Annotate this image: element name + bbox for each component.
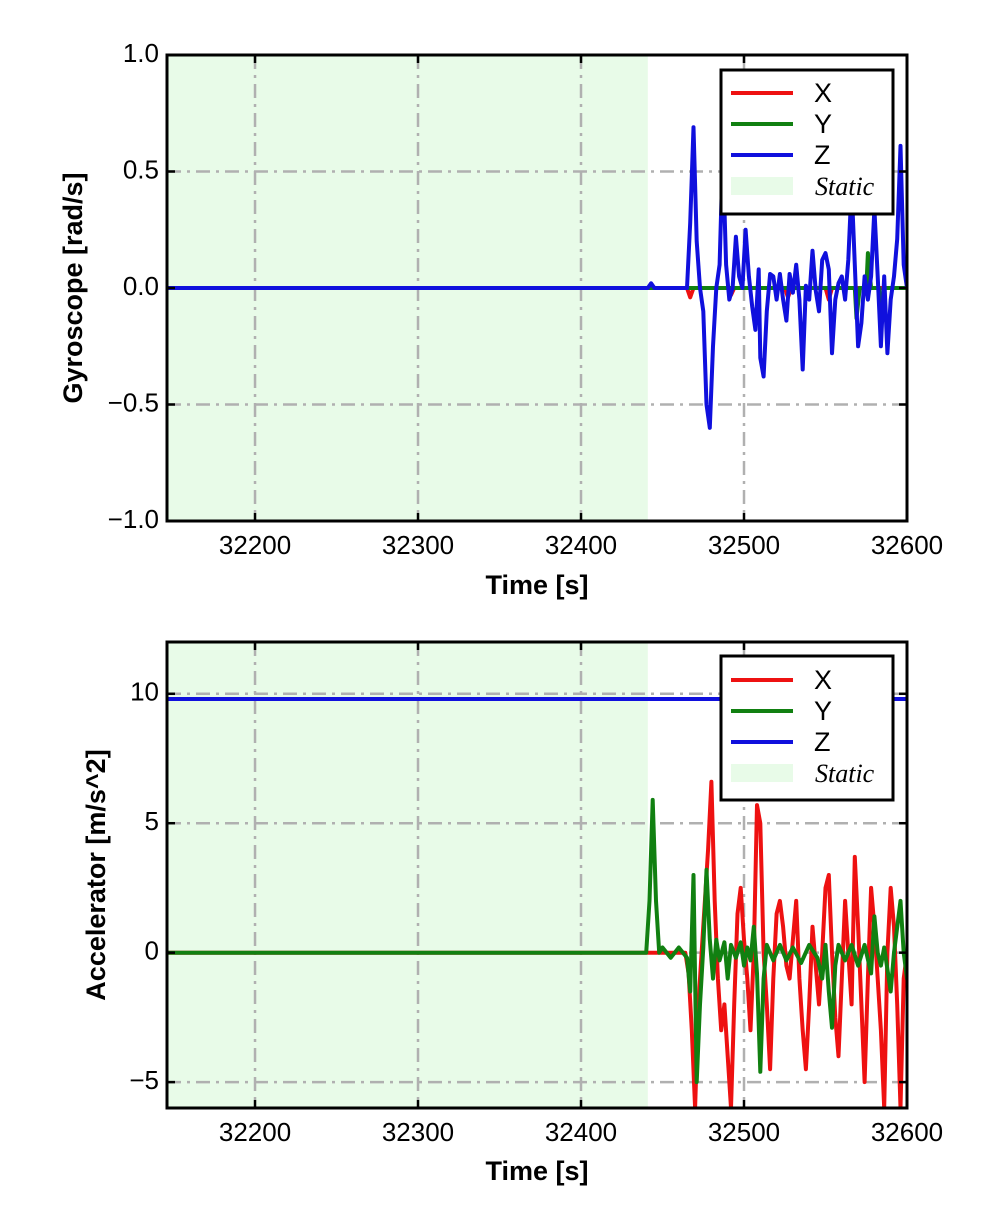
legend-label-x: X (814, 665, 832, 695)
y-tick-label: 1.0 (123, 38, 159, 68)
legend-label-y: Y (814, 696, 832, 726)
legend-label-static: Static (815, 172, 875, 201)
y-tick-label: 10 (130, 677, 159, 707)
x-tick-label: 32200 (219, 530, 291, 560)
x-tick-label: 32400 (545, 1117, 617, 1147)
x-tick-label: 32200 (219, 1117, 291, 1147)
series-line-z (167, 125, 907, 430)
x-tick-label: 32500 (708, 1117, 780, 1147)
y-tick-label: 5 (145, 806, 159, 836)
legend: X Y Z Static (719, 654, 895, 802)
legend-swatch-static (731, 177, 793, 195)
y-axis-label: Gyroscope [rad/s] (58, 172, 88, 403)
x-axis-label: Time [s] (485, 1156, 588, 1186)
x-tick-label: 32300 (382, 530, 454, 560)
y-tick-label: −1.0 (108, 504, 159, 534)
y-tick-label: 0 (145, 936, 159, 966)
legend-swatch-static (731, 764, 793, 782)
legend: X Y Z Static (719, 68, 895, 216)
accelerator-chart: 32200 32300 32400 32500 32600 10 5 0 −5 Time [s]… (81, 640, 943, 1186)
series-line-x (167, 779, 907, 1108)
x-axis-label: Time [s] (485, 570, 588, 600)
y-tick-label: 0.0 (123, 271, 159, 301)
x-tick-label: 32600 (871, 530, 943, 560)
legend-label-z: Z (814, 140, 831, 170)
y-tick-label: 0.5 (123, 154, 159, 184)
legend-label-y: Y (814, 109, 832, 139)
series-line-y (167, 797, 907, 1085)
x-tick-label: 32500 (708, 530, 780, 560)
y-axis-label: Accelerator [m/s^2] (81, 749, 111, 1000)
y-tick-label: −0.5 (108, 387, 159, 417)
x-tick-label: 32300 (382, 1117, 454, 1147)
legend-label-x: X (814, 78, 832, 108)
static-region (167, 642, 648, 1108)
x-tick-label: 32600 (871, 1117, 943, 1147)
legend-label-static: Static (815, 759, 875, 788)
y-tick-label: −5 (129, 1065, 159, 1095)
gyroscope-chart: 32200 32300 32400 32500 32600 1.0 0.5 0.0 −0.5 −1… (58, 38, 943, 600)
legend-label-z: Z (814, 727, 831, 757)
x-tick-label: 32400 (545, 530, 617, 560)
